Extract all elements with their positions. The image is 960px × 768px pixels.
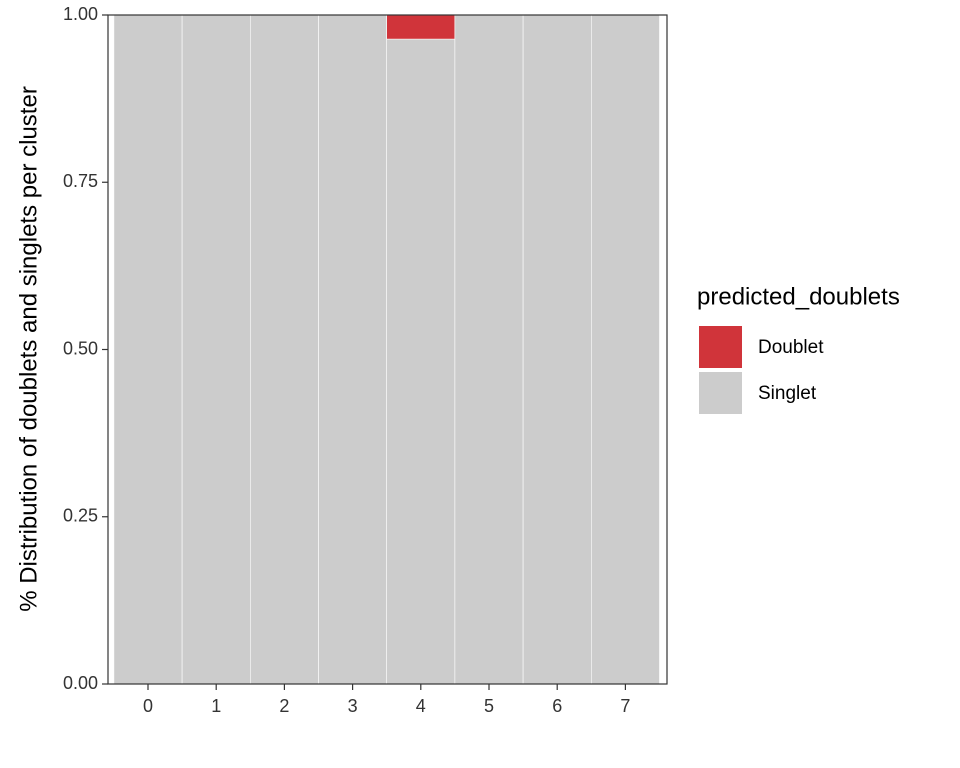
y-tick-label: 0.25 [63, 506, 98, 526]
legend-label: Singlet [758, 383, 817, 404]
bar-segment [113, 14, 183, 685]
bar-segment [454, 14, 524, 685]
y-tick-label: 0.50 [63, 338, 98, 358]
y-tick-label: 1.00 [63, 4, 98, 24]
y-tick-label: 0.75 [63, 171, 98, 191]
legend-key [699, 326, 742, 368]
x-tick-label: 1 [211, 696, 221, 716]
bar-segment [386, 38, 456, 685]
x-tick-label: 3 [348, 696, 358, 716]
bar-segment [590, 14, 660, 685]
legend-title: predicted_doublets [697, 283, 900, 310]
x-tick-label: 5 [484, 696, 494, 716]
bar-segment [522, 14, 592, 685]
legend-key [699, 372, 742, 414]
y-axis-label: % Distribution of doublets and singlets … [15, 86, 42, 612]
bar-segment [386, 14, 456, 40]
x-tick-label: 6 [552, 696, 562, 716]
legend-label: Doublet [758, 337, 824, 358]
x-tick-label: 4 [416, 696, 426, 716]
x-tick-label: 2 [279, 696, 289, 716]
x-tick-label: 7 [620, 696, 630, 716]
y-tick-label: 0.00 [63, 673, 98, 693]
bar-segment [318, 14, 387, 685]
bar-segment [181, 14, 251, 685]
bar-segment [250, 14, 319, 685]
x-tick-label: 0 [143, 696, 153, 716]
